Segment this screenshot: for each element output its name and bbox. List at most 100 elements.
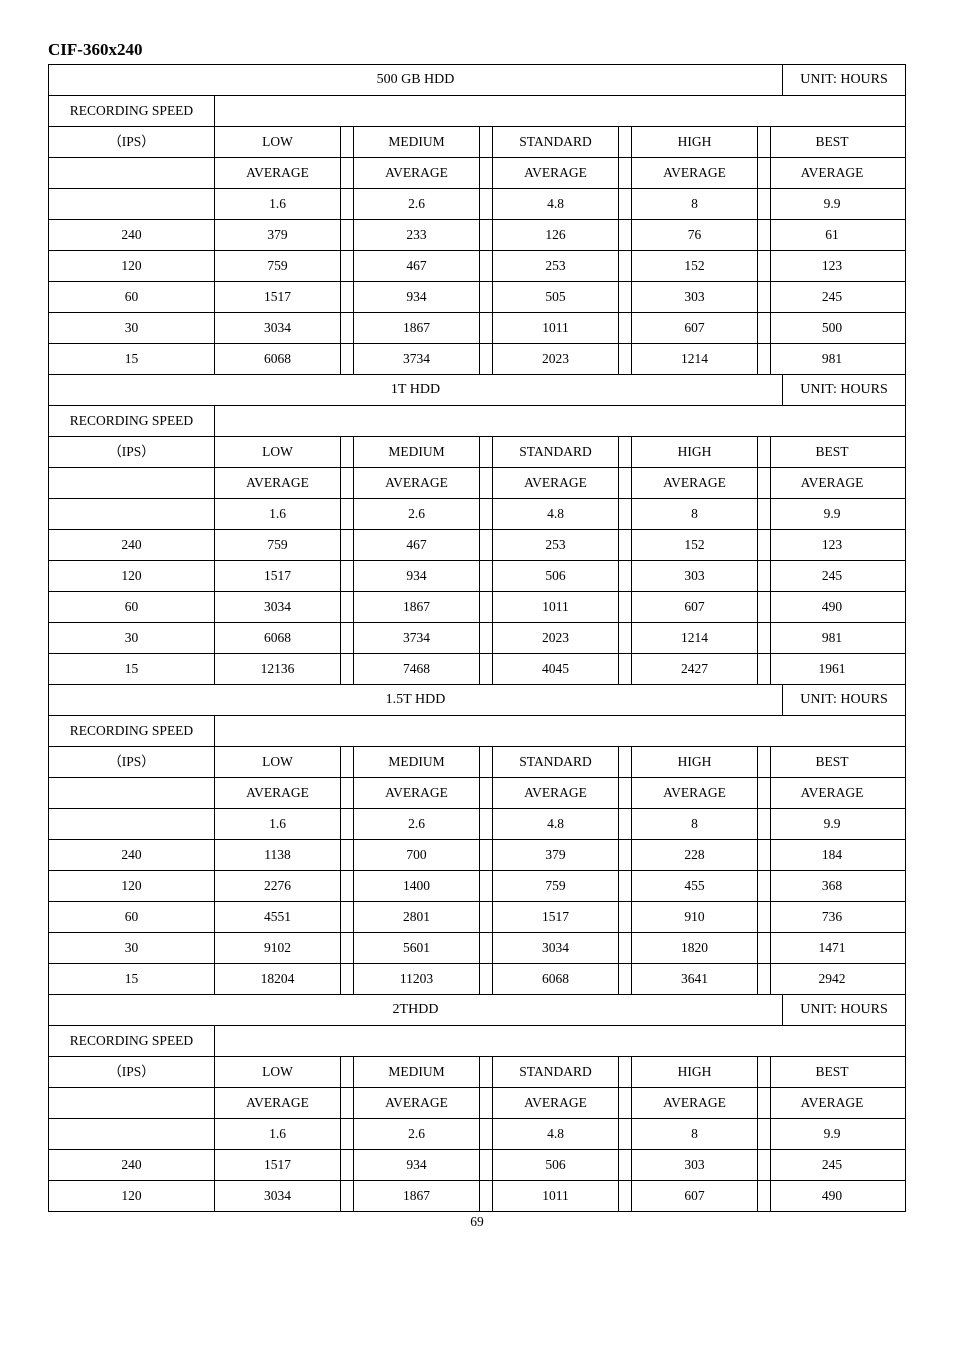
table-row: 60 303418671011607490 xyxy=(49,592,905,623)
column-gap xyxy=(341,623,354,653)
hdd-tables: 500 GB HDD UNIT: HOURS RECORDING SPEED （… xyxy=(48,64,906,1212)
column-gap xyxy=(480,1181,493,1211)
average-header-row: AVERAGEAVERAGEAVERAGEAVERAGEAVERAGE xyxy=(49,158,905,189)
column-gap xyxy=(480,437,493,467)
average-label-col-3: AVERAGE xyxy=(632,158,758,188)
speed-label: 120 xyxy=(49,1181,215,1211)
column-gap xyxy=(619,902,632,932)
average-label-col-2: AVERAGE xyxy=(493,158,619,188)
data-cell-col-4: 1471 xyxy=(771,933,893,963)
column-gap xyxy=(480,499,493,529)
bitrate-header-row: 1.62.64.889.9 xyxy=(49,499,905,530)
data-cell-col-4: 184 xyxy=(771,840,893,870)
data-cell-col-4: 368 xyxy=(771,871,893,901)
column-gap xyxy=(341,189,354,219)
bitrate-col-0: 1.6 xyxy=(215,189,341,219)
recording-speed-label: RECORDING SPEED xyxy=(49,1026,215,1056)
average-label-col-4: AVERAGE xyxy=(771,158,893,188)
speed-label: 60 xyxy=(49,282,215,312)
average-label-col-0: AVERAGE xyxy=(215,778,341,808)
speed-label: 30 xyxy=(49,313,215,343)
quality-label-col-3: HIGH xyxy=(632,747,758,777)
data-cell-col-3: 152 xyxy=(632,251,758,281)
section-title: 1.5T HDD xyxy=(49,685,782,715)
empty-span xyxy=(215,406,905,436)
column-gap xyxy=(341,809,354,839)
blank-left xyxy=(49,809,215,839)
data-cell-col-1: 3734 xyxy=(354,623,480,653)
data-cell-col-3: 1214 xyxy=(632,623,758,653)
column-gap xyxy=(758,933,771,963)
data-cell-col-2: 506 xyxy=(493,1150,619,1180)
average-label-col-3: AVERAGE xyxy=(632,468,758,498)
column-gap xyxy=(341,778,354,808)
data-cell-col-3: 303 xyxy=(632,561,758,591)
data-cell-col-0: 12136 xyxy=(215,654,341,684)
data-cell-col-1: 1867 xyxy=(354,1181,480,1211)
data-cell-col-3: 3641 xyxy=(632,964,758,994)
blank-left xyxy=(49,468,215,498)
data-cell-col-2: 253 xyxy=(493,530,619,560)
bitrate-header-row: 1.62.64.889.9 xyxy=(49,809,905,840)
column-gap xyxy=(619,530,632,560)
bitrate-col-3: 8 xyxy=(632,499,758,529)
column-gap xyxy=(341,964,354,994)
data-cell-col-0: 759 xyxy=(215,251,341,281)
column-gap xyxy=(341,654,354,684)
column-gap xyxy=(758,964,771,994)
section-header: 1T HDD UNIT: HOURS xyxy=(49,375,905,406)
quality-label-col-4: BEST xyxy=(771,747,893,777)
column-gap xyxy=(480,561,493,591)
speed-label: 15 xyxy=(49,654,215,684)
ips-label: （IPS） xyxy=(49,747,215,777)
blank-left xyxy=(49,158,215,188)
data-cell-col-4: 1961 xyxy=(771,654,893,684)
data-cell-col-2: 1011 xyxy=(493,1181,619,1211)
quality-header-row: （IPS） LOWMEDIUMSTANDARDHIGHBEST xyxy=(49,437,905,468)
column-gap xyxy=(619,468,632,498)
column-gap xyxy=(758,592,771,622)
data-cell-col-0: 6068 xyxy=(215,344,341,374)
speed-label: 15 xyxy=(49,344,215,374)
column-gap xyxy=(341,747,354,777)
recording-speed-row: RECORDING SPEED xyxy=(49,96,905,127)
quality-label-col-0: LOW xyxy=(215,437,341,467)
column-gap xyxy=(758,902,771,932)
ips-label: （IPS） xyxy=(49,127,215,157)
column-gap xyxy=(341,871,354,901)
column-gap xyxy=(758,623,771,653)
column-gap xyxy=(619,1088,632,1118)
quality-header-row: （IPS） LOWMEDIUMSTANDARDHIGHBEST xyxy=(49,127,905,158)
column-gap xyxy=(480,1119,493,1149)
bitrate-header-row: 1.62.64.889.9 xyxy=(49,189,905,220)
data-cell-col-2: 253 xyxy=(493,251,619,281)
data-cell-col-0: 1517 xyxy=(215,561,341,591)
bitrate-col-1: 2.6 xyxy=(354,499,480,529)
column-gap xyxy=(758,871,771,901)
quality-header-row: （IPS） LOWMEDIUMSTANDARDHIGHBEST xyxy=(49,1057,905,1088)
column-gap xyxy=(619,933,632,963)
column-gap xyxy=(480,592,493,622)
column-gap xyxy=(341,158,354,188)
average-label-col-1: AVERAGE xyxy=(354,468,480,498)
quality-label-col-3: HIGH xyxy=(632,1057,758,1087)
column-gap xyxy=(341,313,354,343)
data-cell-col-2: 1011 xyxy=(493,313,619,343)
data-cell-col-0: 9102 xyxy=(215,933,341,963)
data-cell-col-4: 2942 xyxy=(771,964,893,994)
average-label-col-1: AVERAGE xyxy=(354,1088,480,1118)
quality-label-col-2: STANDARD xyxy=(493,437,619,467)
data-cell-col-4: 245 xyxy=(771,1150,893,1180)
column-gap xyxy=(619,654,632,684)
quality-label-col-1: MEDIUM xyxy=(354,437,480,467)
column-gap xyxy=(758,313,771,343)
column-gap xyxy=(758,654,771,684)
table-row: 30 6068373420231214981 xyxy=(49,623,905,654)
column-gap xyxy=(619,809,632,839)
data-cell-col-2: 505 xyxy=(493,282,619,312)
recording-speed-row: RECORDING SPEED xyxy=(49,1026,905,1057)
data-cell-col-1: 1867 xyxy=(354,313,480,343)
section-title: 2THDD xyxy=(49,995,782,1025)
bitrate-col-2: 4.8 xyxy=(493,809,619,839)
column-gap xyxy=(758,158,771,188)
